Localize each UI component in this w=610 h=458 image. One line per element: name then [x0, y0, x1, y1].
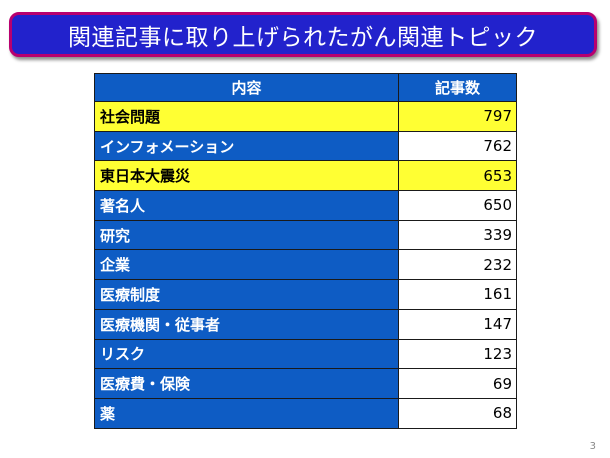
table-row: 企業 232	[94, 249, 517, 281]
count-cell: 339	[398, 219, 517, 251]
count-cell: 123	[398, 338, 517, 370]
topic-cell: 医療機関・従事者	[94, 308, 399, 340]
count-cell: 797	[398, 101, 517, 132]
table-row: リスク 123	[94, 338, 517, 370]
count-cell: 653	[398, 160, 517, 192]
title-banner: 関連記事に取り上げられたがん関連トピック	[9, 12, 597, 57]
table-row: 東日本大震災 653	[94, 160, 517, 192]
topic-cell: リスク	[94, 338, 399, 370]
count-cell: 650	[398, 190, 517, 221]
count-cell: 68	[398, 397, 517, 429]
topic-count-table: 内容 記事数 社会問題 797 インフォメーション 762 東日本大震災 653…	[94, 73, 517, 429]
slide-title: 関連記事に取り上げられたがん関連トピック	[68, 24, 538, 51]
table-row: 薬 68	[94, 397, 517, 429]
column-header-count: 記事数	[398, 73, 517, 102]
topic-cell: 企業	[94, 249, 399, 281]
count-cell: 762	[398, 130, 517, 162]
topic-cell: 社会問題	[94, 101, 399, 132]
table-row: 研究 339	[94, 219, 517, 251]
count-cell: 232	[398, 249, 517, 281]
table-header-row: 内容 記事数	[94, 73, 517, 102]
topic-cell: 研究	[94, 219, 399, 251]
table-row: インフォメーション 762	[94, 130, 517, 162]
topic-cell: 医療費・保険	[94, 368, 399, 399]
table-row: 社会問題 797	[94, 101, 517, 132]
table-row: 医療制度 161	[94, 279, 517, 310]
topic-cell: 薬	[94, 397, 399, 429]
count-cell: 69	[398, 368, 517, 399]
topic-cell: 東日本大震災	[94, 160, 399, 192]
topic-cell: 著名人	[94, 190, 399, 221]
table-row: 医療機関・従事者 147	[94, 308, 517, 340]
topic-cell: 医療制度	[94, 279, 399, 310]
count-cell: 147	[398, 308, 517, 340]
table-row: 医療費・保険 69	[94, 368, 517, 399]
page-number: 3	[589, 441, 596, 452]
table-body: 社会問題 797 インフォメーション 762 東日本大震災 653 著名人 65…	[94, 101, 517, 429]
count-cell: 161	[398, 279, 517, 310]
topic-cell: インフォメーション	[94, 130, 399, 162]
table-row: 著名人 650	[94, 190, 517, 221]
column-header-topic: 内容	[94, 73, 399, 102]
